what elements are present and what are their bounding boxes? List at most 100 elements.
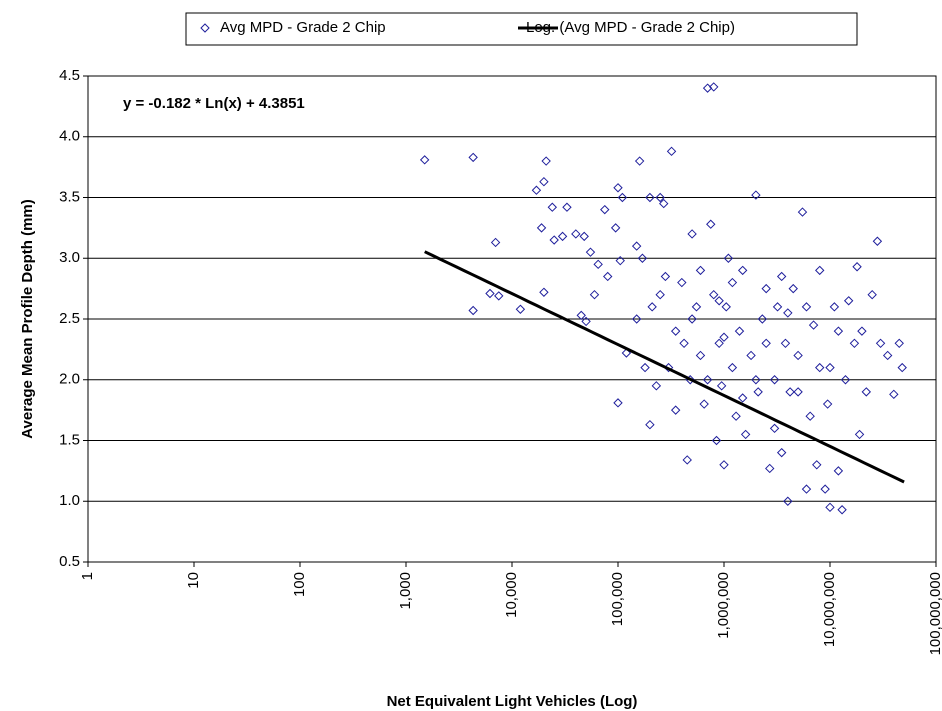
point: [539, 176, 549, 187]
x-axis-title: Net Equivalent Light Vehicles (Log): [387, 693, 638, 710]
point: [801, 484, 812, 494]
point: [829, 302, 840, 312]
point: [557, 231, 568, 242]
point: [833, 466, 844, 476]
point: [670, 326, 681, 336]
point: [797, 207, 808, 217]
point: [585, 247, 596, 257]
legend-marker: [200, 23, 210, 33]
point: [889, 389, 899, 400]
point: [894, 338, 904, 349]
point: [783, 496, 793, 506]
point: [867, 289, 877, 300]
y-tick-label: 2.0: [59, 371, 80, 388]
point: [723, 253, 734, 263]
point: [753, 387, 763, 397]
legend-label: Log. (Avg MPD - Grade 2 Chip): [526, 19, 735, 36]
point: [419, 155, 430, 165]
point: [695, 265, 706, 276]
point: [613, 183, 623, 193]
point: [812, 460, 822, 470]
point: [579, 231, 589, 242]
point: [765, 463, 775, 474]
point: [783, 308, 793, 318]
point: [515, 304, 526, 314]
legend-label: Avg MPD - Grade 2 Chip: [220, 19, 386, 36]
point: [731, 411, 741, 421]
point: [645, 192, 655, 203]
point: [593, 259, 603, 270]
point: [547, 202, 558, 212]
point: [581, 316, 591, 327]
point: [706, 219, 716, 229]
point: [714, 296, 724, 306]
point: [769, 375, 780, 385]
point: [849, 338, 860, 349]
point: [647, 302, 657, 312]
point: [761, 283, 771, 294]
point: [610, 223, 621, 233]
point: [833, 326, 844, 336]
point: [571, 229, 581, 239]
legend: Avg MPD - Grade 2 Chip Log. (Avg MPD - Gr…: [200, 19, 735, 36]
point: [825, 502, 835, 513]
point: [562, 202, 572, 212]
x-tick-label: 1,000: [397, 572, 414, 610]
point: [780, 338, 791, 349]
point: [615, 255, 625, 266]
point: [815, 265, 825, 276]
point: [843, 296, 854, 306]
point: [687, 229, 697, 239]
point: [825, 362, 835, 373]
x-tick-label: 10: [185, 572, 202, 589]
point: [793, 350, 803, 361]
point: [882, 350, 893, 361]
point: [536, 223, 547, 233]
point: [719, 332, 729, 342]
point: [655, 289, 665, 300]
point: [549, 235, 559, 245]
point: [468, 305, 478, 316]
point: [793, 387, 803, 397]
point: [490, 237, 501, 248]
y-tick-label: 1.5: [59, 431, 80, 448]
point: [857, 326, 867, 336]
point: [875, 338, 886, 349]
point: [716, 381, 727, 391]
point: [815, 362, 825, 373]
point: [659, 198, 669, 209]
point: [494, 291, 504, 301]
point: [531, 185, 542, 195]
point: [617, 192, 628, 203]
point: [734, 326, 745, 336]
x-tick-label: 1: [79, 572, 96, 580]
point: [613, 398, 623, 408]
equation: y = -0.182 * Ln(x) + 4.3851: [123, 95, 305, 112]
point: [695, 350, 706, 361]
point: [761, 338, 771, 349]
point: [801, 302, 812, 312]
point: [589, 289, 600, 300]
point: [576, 310, 586, 321]
point: [666, 146, 677, 157]
point: [751, 375, 761, 385]
y-tick-label: 3.5: [59, 188, 80, 205]
point: [634, 156, 645, 166]
point: [660, 271, 671, 282]
y-tick-label: 4.5: [59, 67, 80, 84]
point: [485, 288, 495, 299]
x-tick-label: 100: [291, 572, 308, 597]
point: [785, 387, 795, 397]
point: [682, 455, 692, 465]
x-tick-label: 100,000: [609, 572, 626, 626]
point: [719, 460, 729, 470]
point: [677, 277, 687, 288]
point: [751, 190, 761, 200]
point: [655, 192, 665, 203]
x-tick-label: 10,000: [503, 572, 520, 618]
point: [788, 283, 798, 294]
point: [679, 338, 689, 349]
point: [727, 277, 738, 288]
x-tick-label: 100,000,000: [927, 572, 942, 655]
